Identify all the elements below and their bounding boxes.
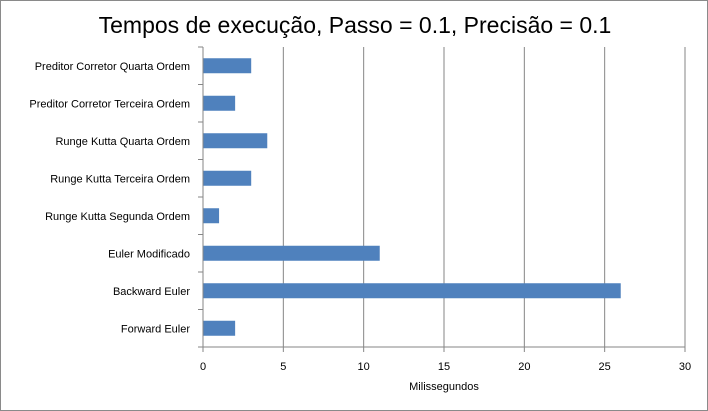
category-label: Preditor Corretor Terceira Ordem	[29, 98, 190, 110]
category-label: Runge Kutta Segunda Ordem	[45, 211, 190, 223]
x-tick-label: 10	[358, 361, 370, 373]
category-label: Forward Euler	[121, 323, 190, 335]
x-tick-label: 5	[280, 361, 286, 373]
category-label: Runge Kutta Terceira Ordem	[50, 173, 190, 185]
category-label: Preditor Corretor Quarta Ordem	[35, 61, 190, 73]
bar	[203, 170, 252, 186]
bar	[203, 320, 236, 336]
category-label: Backward Euler	[113, 286, 190, 298]
category-label: Euler Modificado	[108, 248, 190, 260]
bars	[203, 58, 621, 336]
bar	[203, 95, 236, 111]
x-axis-title: Milissegundos	[409, 381, 479, 393]
x-tick-label: 20	[518, 361, 530, 373]
category-label: Runge Kutta Quarta Ordem	[55, 136, 190, 148]
x-tick-label: 25	[599, 361, 611, 373]
axes	[198, 46, 686, 352]
bar	[203, 283, 621, 299]
bar	[203, 133, 268, 149]
x-tick-label: 30	[679, 361, 691, 373]
bar	[203, 245, 380, 261]
chart-title: Tempos de execução, Passo = 0.1, Precisã…	[98, 12, 612, 38]
x-tick-label: 0	[200, 361, 206, 373]
category-labels: Forward Euler Backward Euler Euler Modific…	[29, 61, 190, 336]
tick-labels: 0 5 10 15 20 25 30	[200, 361, 691, 373]
bar	[203, 58, 252, 74]
bar	[203, 208, 220, 224]
x-tick-label: 15	[438, 361, 450, 373]
gridlines	[282, 47, 686, 347]
